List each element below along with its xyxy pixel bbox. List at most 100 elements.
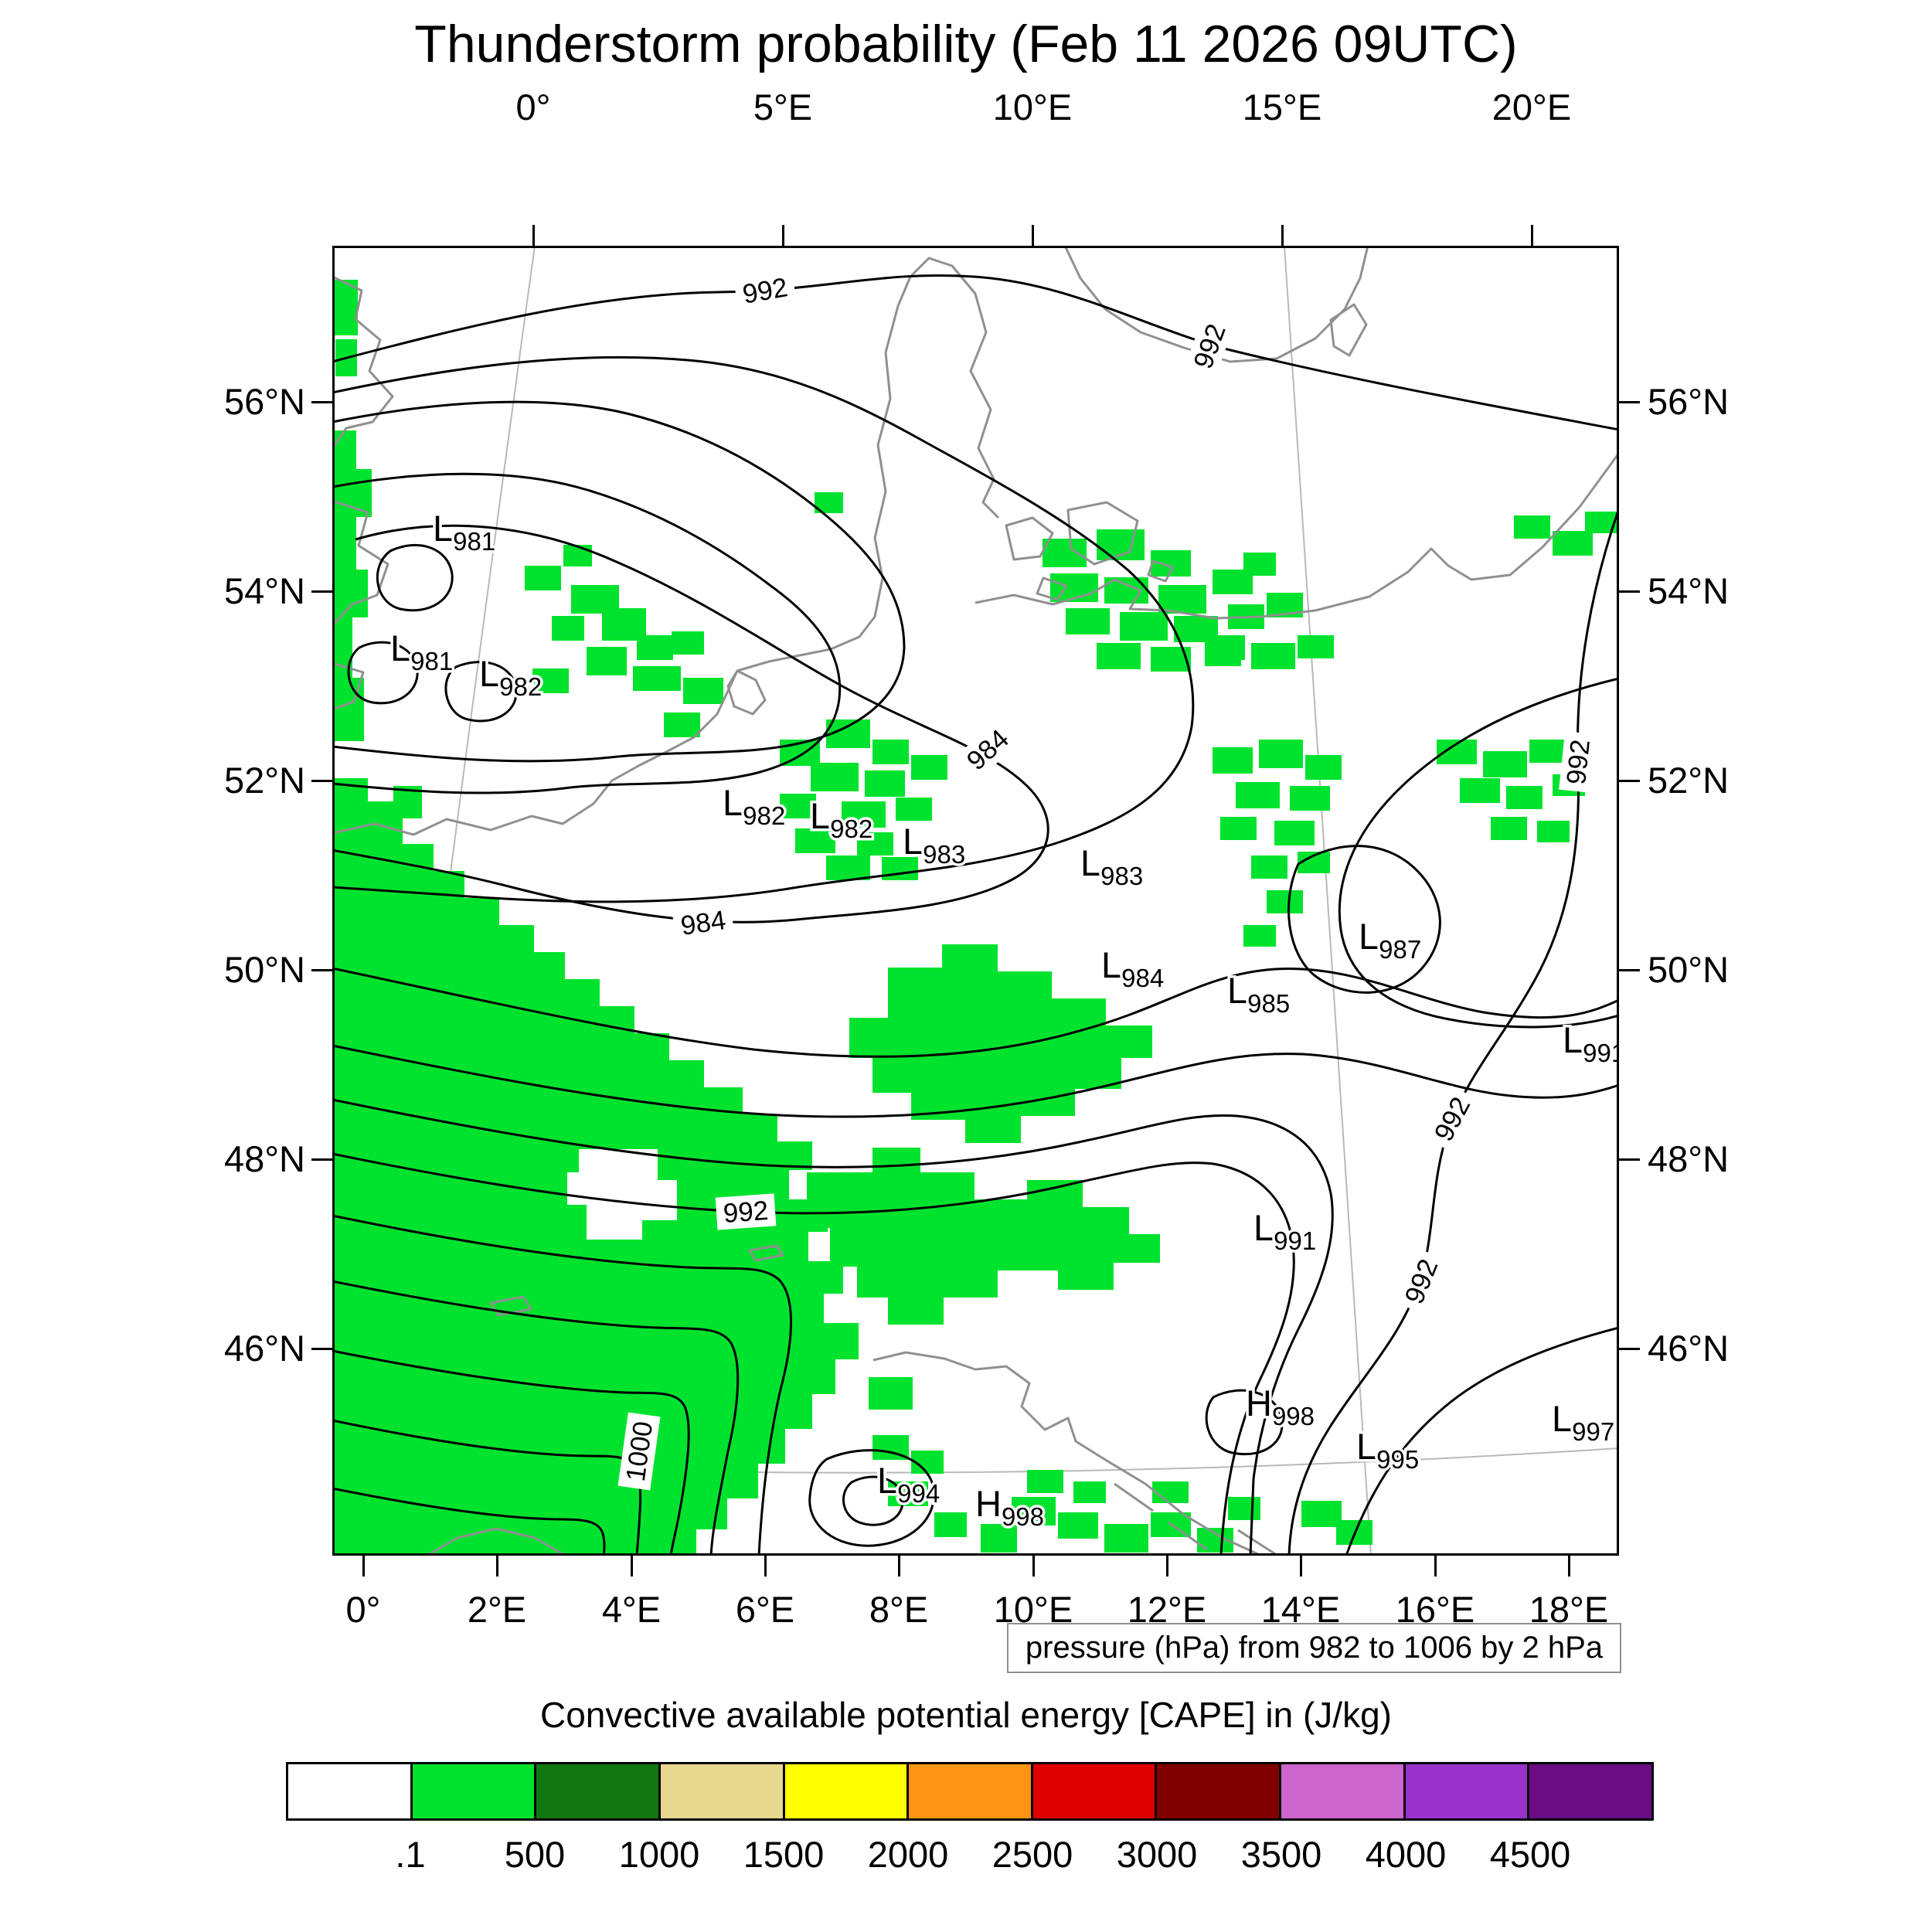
cape-cell (1012, 1497, 1056, 1526)
cape-cell (1097, 643, 1141, 669)
cape-layer (332, 280, 1617, 1556)
cape-cell (1267, 593, 1303, 617)
axis-tick-top (782, 225, 784, 246)
low-pressure-center: L981 (433, 508, 495, 556)
low-pressure-center: L997 (1552, 1398, 1614, 1446)
cape-cell (1243, 553, 1276, 576)
axis-label-bottom: 4°E (601, 1589, 662, 1630)
isobar-line (332, 1280, 740, 1556)
cape-cell (1066, 608, 1110, 634)
colorbar-label: 500 (504, 1834, 566, 1875)
axis-label-bottom: 18°E (1529, 1589, 1609, 1630)
cape-cell (1158, 585, 1206, 614)
contour-label-box (672, 902, 735, 944)
axis-label-bottom: 10°E (993, 1589, 1073, 1630)
coastline (736, 257, 1000, 672)
cape-cell (664, 713, 700, 737)
coastline (726, 669, 767, 716)
low-pressure-center: L982 (479, 653, 542, 701)
low-pressure-center: L982 (723, 782, 785, 830)
coastline (872, 1351, 1262, 1557)
axis-label-bottom: 14°E (1260, 1589, 1341, 1630)
coastline (1005, 516, 1054, 561)
colorbar-label: 2500 (992, 1834, 1073, 1875)
contour-label: 992 (733, 269, 798, 312)
axis-tick-bottom (1300, 1556, 1302, 1577)
cape-cell (1120, 612, 1168, 641)
cape-cell (780, 740, 820, 766)
isobar-line (376, 543, 454, 612)
low-pressure-center: L991 (1563, 1019, 1619, 1067)
coastline (1066, 501, 1139, 566)
cape-cell (1228, 1497, 1260, 1520)
axis-label-left: 48°N (223, 1138, 305, 1179)
axis-label-right: 54°N (1648, 570, 1730, 611)
isobar-line (332, 400, 906, 763)
colorbar-segment-10 (1527, 1762, 1655, 1821)
contour-label: 992 (1559, 731, 1597, 793)
contour-label-box (1395, 1247, 1447, 1315)
cape-cell (780, 794, 816, 818)
contour-label-box (733, 269, 798, 312)
axis-label-top: 20°E (1492, 87, 1572, 128)
isobar-line (808, 1449, 935, 1547)
isobar-line (332, 1349, 690, 1556)
cape-cell (865, 770, 905, 797)
axis-tick-right (1619, 401, 1640, 403)
colorbar-segment-9 (1403, 1762, 1530, 1821)
cape-cell (525, 566, 561, 590)
isobar-line (842, 1475, 904, 1526)
low-pressure-center: L985 (1227, 970, 1290, 1018)
isobar-line (332, 355, 1195, 903)
cape-cell (1506, 786, 1543, 809)
colorbar-segment-8 (1279, 1762, 1406, 1821)
low-pressure-center: L982 (810, 795, 872, 843)
cape-cell (1152, 1481, 1189, 1503)
colorbar-segment-0 (286, 1762, 413, 1821)
axis-tick-top (532, 225, 535, 246)
contour-label-box (954, 717, 1021, 782)
cape-cell (1514, 515, 1550, 539)
colorbar-segment-2 (534, 1762, 661, 1821)
cape-cell (637, 635, 673, 660)
colorbar-label: 1500 (743, 1834, 825, 1875)
contour-label-box (715, 1193, 777, 1230)
cape-region (807, 1148, 1160, 1325)
cape-cell (826, 855, 870, 880)
axis-label-bottom: 0° (345, 1589, 381, 1630)
coastline (332, 670, 739, 836)
cape-cell (1213, 747, 1253, 774)
axis-label-top: 10°E (992, 87, 1073, 128)
contour-label-text: 984 (679, 905, 727, 941)
cape-cell (1259, 740, 1303, 768)
axis-tick-right (1619, 590, 1640, 593)
cape-cell (1251, 643, 1295, 669)
contour-label-text: 992 (1561, 738, 1596, 786)
cape-cell (1267, 890, 1303, 913)
axis-tick-left (311, 969, 332, 971)
contour-label: 984 (672, 902, 735, 944)
cape-cell (869, 1377, 913, 1410)
axis-tick-right (1619, 969, 1640, 971)
cape-cell (1104, 1524, 1148, 1553)
page-title: Thunderstorm probability (Feb 11 2026 09… (414, 15, 1518, 73)
low-pressure-center: L995 (1356, 1426, 1419, 1474)
colorbar-label: 2000 (867, 1834, 949, 1875)
axis-tick-bottom (496, 1556, 498, 1577)
contour-label-box (1559, 731, 1597, 793)
colorbar-label: 4000 (1365, 1834, 1447, 1875)
axis-tick-bottom (764, 1556, 767, 1577)
cape-cell (552, 616, 584, 641)
isobar-layer (332, 274, 1621, 1556)
contour-label-text: 992 (723, 1196, 770, 1229)
axis-label-bottom: 12°E (1127, 1589, 1207, 1630)
pressure-center-layer: L981 L981 L982 L982 L982 L983 L983 L984 L985 L987… (388, 505, 1628, 1534)
isobar-line (332, 1044, 1620, 1118)
graticule-line (1284, 245, 1372, 1556)
axis-tick-left (311, 1348, 332, 1350)
cape-cell (563, 545, 592, 566)
axis-tick-left (311, 590, 332, 593)
cape-cell (896, 798, 932, 821)
